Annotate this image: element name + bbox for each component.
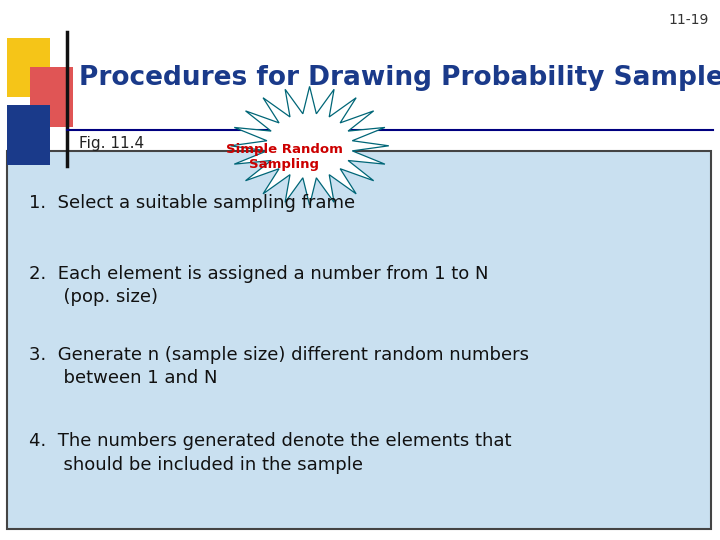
- Text: 3.  Generate n (sample size) different random numbers
      between 1 and N: 3. Generate n (sample size) different ra…: [29, 346, 528, 387]
- Text: Procedures for Drawing Probability Samples: Procedures for Drawing Probability Sampl…: [79, 65, 720, 91]
- Polygon shape: [230, 86, 389, 205]
- FancyBboxPatch shape: [7, 151, 711, 529]
- Bar: [7, 105, 50, 165]
- Text: 11-19: 11-19: [669, 14, 709, 28]
- Bar: [7, 38, 50, 97]
- Text: 4.  The numbers generated denote the elements that
      should be included in t: 4. The numbers generated denote the elem…: [29, 432, 511, 474]
- Text: Fig. 11.4: Fig. 11.4: [79, 136, 144, 151]
- Text: 1.  Select a suitable sampling frame: 1. Select a suitable sampling frame: [29, 194, 355, 212]
- Polygon shape: [248, 99, 372, 192]
- Text: Simple Random
Sampling: Simple Random Sampling: [226, 143, 343, 171]
- Bar: [30, 68, 73, 127]
- Text: 2.  Each element is assigned a number from 1 to N
      (pop. size): 2. Each element is assigned a number fro…: [29, 265, 488, 306]
